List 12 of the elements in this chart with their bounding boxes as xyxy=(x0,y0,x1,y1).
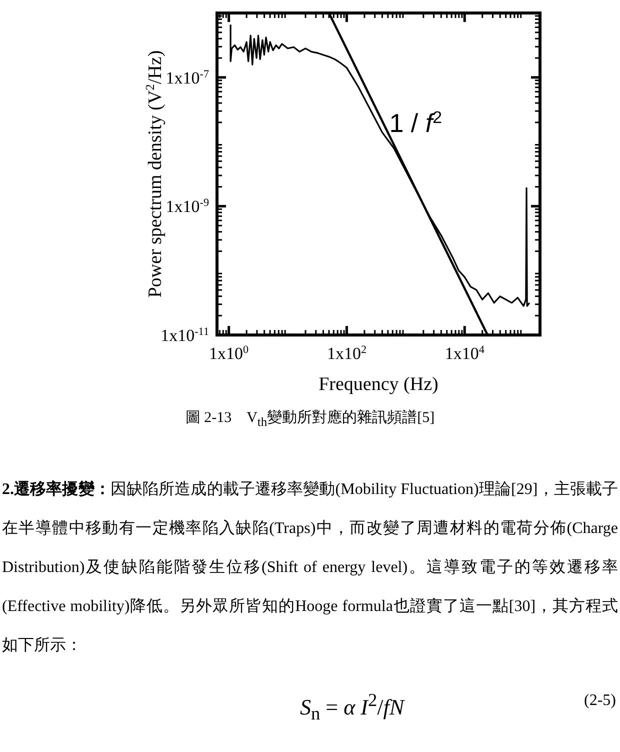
annotation: 1 / f$^{2}$ xyxy=(389,108,442,138)
caption: 圖 2-13 V$_{th}$變動所對應的雜訊頻譜[5] xyxy=(185,410,435,429)
text: S$_{n}$ = α I$^{2}$/fN xyxy=(300,690,404,724)
x-tick-label: 1x10$^{2}$ xyxy=(326,344,366,363)
y-tick-label: 1x10$^{-7}$ xyxy=(166,68,210,88)
x-axis-title: Frequency (Hz) xyxy=(318,374,438,395)
y-tick-label: 1x10$^{-11}$ xyxy=(160,326,209,345)
x-tick-label: 1x10$^{4}$ xyxy=(444,344,485,363)
x-tick-label: 1x10$^{0}$ xyxy=(209,344,250,363)
y-tick-label: 1x10$^{-9}$ xyxy=(166,197,210,216)
text: 2.遷移率擾變：因缺陷所造成的載子遷移率變動(Mobility Fluctuation)理論[29]，主張載子在半導體中移動有一定機率陷入缺陷(Traps)中，而改變了周遭材料的電荷分佈(Charge Distribution)及使缺陷能階發生位移(Shift of energy level)。這導致電子的等效遷移率(Effective mobility)降低。另外眾所皆知的Hooge formula也證實了這一點[30]，其方程式如下所示： xyxy=(2,481,618,654)
text: (2-5) xyxy=(584,692,616,709)
